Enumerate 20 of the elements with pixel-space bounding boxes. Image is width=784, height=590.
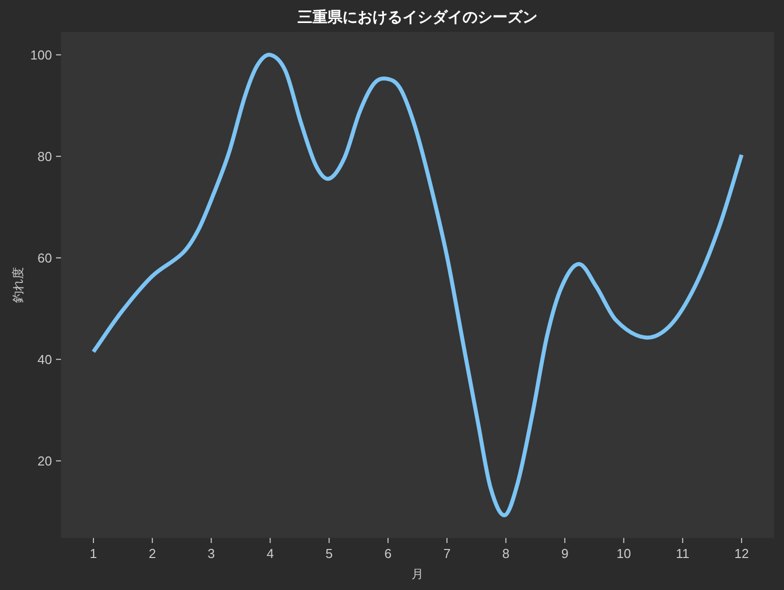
x-tick-label: 2 <box>148 546 156 561</box>
x-tick-label: 3 <box>208 546 215 561</box>
y-tick-label: 100 <box>30 47 52 62</box>
x-tick-label: 1 <box>90 546 98 561</box>
y-tick-label: 60 <box>38 250 52 266</box>
x-tick-label: 8 <box>502 546 510 561</box>
x-tick-label: 5 <box>326 546 333 561</box>
y-tick-label: 20 <box>38 453 52 468</box>
x-tick-label: 10 <box>616 546 631 561</box>
x-label: 月 <box>412 567 424 581</box>
x-tick-label: 6 <box>384 546 392 561</box>
x-tick-label: 11 <box>676 546 690 561</box>
x-tick-label: 12 <box>734 546 749 561</box>
y-tick-label: 40 <box>38 352 52 367</box>
title: 三重県におけるイシダイのシーズン <box>298 9 538 26</box>
x-tick-label: 7 <box>443 546 451 561</box>
y-label: 釣れ度 <box>11 267 25 303</box>
x-tick-label: 9 <box>561 546 568 561</box>
x-tick-label: 4 <box>266 546 274 561</box>
y-tick-label: 80 <box>38 148 52 164</box>
